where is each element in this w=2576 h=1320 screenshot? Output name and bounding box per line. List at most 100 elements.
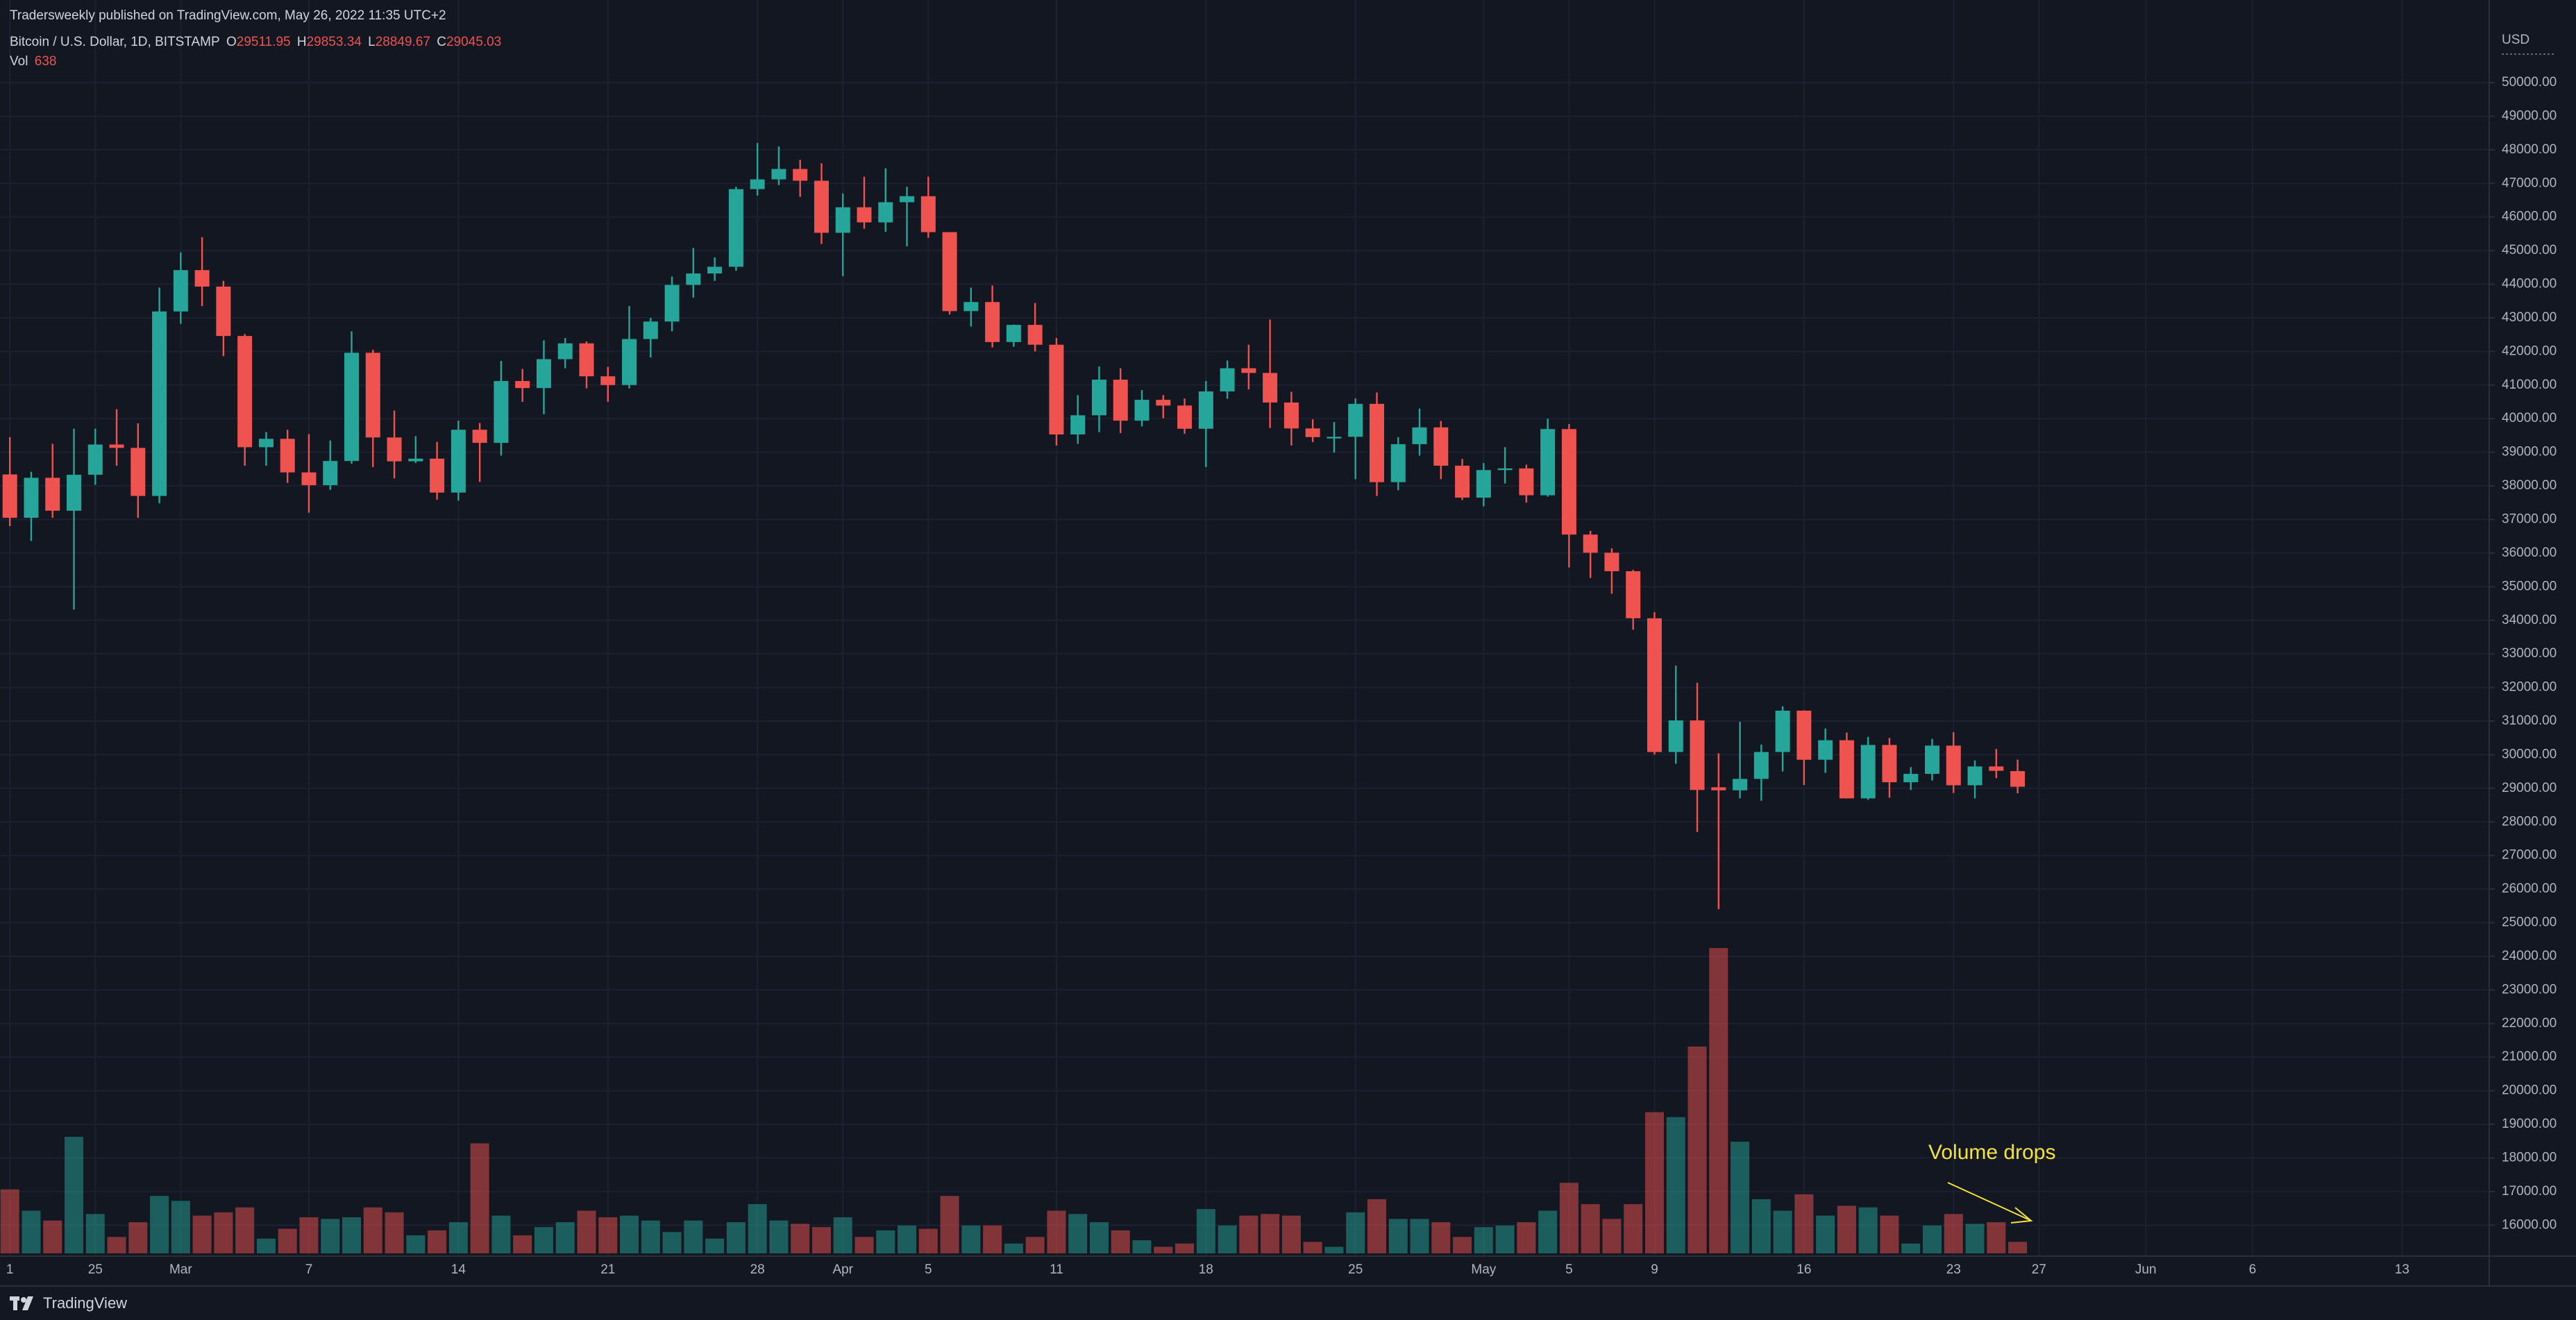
volume-bar — [791, 1224, 810, 1253]
x-tick-label: May — [1471, 1262, 1496, 1277]
candle-body — [515, 380, 530, 389]
y-tick-label: 45000.00 — [2502, 243, 2557, 257]
volume-bar — [1303, 1242, 1322, 1253]
candle-body — [1283, 402, 1299, 429]
volume-bar — [918, 1228, 938, 1253]
low-value: 28849.67 — [375, 35, 430, 49]
candle-body — [2010, 771, 2026, 787]
volume-bar — [1261, 1214, 1280, 1253]
y-tick-label: 39000.00 — [2502, 445, 2557, 459]
x-tick-label: Jun — [2135, 1262, 2157, 1277]
volume-bar — [1923, 1225, 1942, 1253]
candle-body — [1134, 400, 1150, 421]
volume-bar — [940, 1196, 959, 1253]
volume-bar — [192, 1215, 212, 1253]
volume-bar — [620, 1215, 639, 1253]
candle-body — [1775, 711, 1790, 752]
candle-body — [1027, 325, 1043, 345]
candle-body — [643, 321, 658, 339]
candle-body — [109, 444, 124, 448]
volume-bar — [65, 1137, 84, 1253]
candle-body — [1327, 437, 1342, 439]
volume-bar — [1175, 1243, 1195, 1253]
candle-body — [942, 232, 957, 312]
x-tick-label: 14 — [451, 1262, 466, 1277]
close-value: 29045.03 — [446, 35, 502, 49]
volume-bar — [1239, 1215, 1258, 1253]
publish-text: Tradersweekly published on TradingView.c… — [10, 8, 446, 23]
price-axis: 16000.00 17000.00 18000.00 19000.00 20000.00… — [2489, 75, 2557, 1232]
volume-bar — [1324, 1246, 1344, 1253]
candle-body — [344, 353, 360, 462]
volume-bar — [1944, 1214, 1963, 1253]
candle-body — [1113, 380, 1128, 421]
candle-body — [878, 202, 893, 223]
volume-bar — [641, 1220, 660, 1253]
volume-bar — [1858, 1207, 1878, 1253]
volume-bar — [726, 1222, 746, 1253]
open-label: O — [226, 35, 237, 49]
y-tick-label: 48000.00 — [2502, 142, 2557, 157]
volume-bar — [1047, 1210, 1066, 1253]
y-tick-label: 32000.00 — [2502, 680, 2557, 695]
x-tick-label: 25 — [1348, 1262, 1363, 1277]
candle-body — [1006, 325, 1021, 342]
volume-bar — [1901, 1243, 1921, 1253]
footer: TradingView — [0, 1285, 2576, 1320]
x-tick-label: 27 — [2032, 1262, 2046, 1277]
candle-body — [387, 437, 402, 462]
volume-bar — [833, 1217, 852, 1253]
volume-bar — [1559, 1183, 1579, 1253]
volume-bar — [898, 1225, 917, 1253]
candle-body — [857, 207, 872, 223]
candle-body — [1497, 468, 1513, 471]
volume-bar — [214, 1212, 233, 1253]
volume-bar — [1388, 1219, 1408, 1253]
candle-body — [1519, 468, 1534, 496]
volume-bar — [1816, 1215, 1835, 1253]
currency-label: USD — [2502, 33, 2529, 47]
candle-body — [1390, 444, 1406, 482]
volume-bar — [1666, 1117, 1685, 1253]
y-tick-label: 30000.00 — [2502, 747, 2557, 761]
volume-bar — [1837, 1205, 1856, 1253]
annotation-arrowhead — [2010, 1207, 2033, 1224]
candle-body — [835, 207, 850, 233]
candle-body — [1796, 711, 1812, 760]
volume-bar — [1281, 1215, 1301, 1253]
open-value: 29511.95 — [236, 35, 291, 49]
candle-body — [1647, 618, 1662, 752]
volume-bar — [1709, 948, 1728, 1253]
candle-body — [707, 266, 723, 274]
y-tick-label: 50000.00 — [2502, 75, 2557, 90]
volume-bar — [448, 1222, 468, 1253]
symbol: Bitcoin / U.S. Dollar, 1D, BITSTAMP — [10, 35, 220, 49]
candle-body — [45, 477, 60, 511]
candle-body — [1903, 774, 1919, 783]
volume-bar — [1687, 1046, 1707, 1253]
volume-bar — [1346, 1212, 1365, 1253]
candle-body — [216, 286, 231, 337]
y-tick-label: 35000.00 — [2502, 579, 2557, 593]
candle-body — [1860, 745, 1876, 799]
volume-bar — [598, 1217, 618, 1253]
candle-body — [664, 285, 680, 322]
candle-body — [2, 474, 17, 518]
volume-bar — [555, 1222, 575, 1253]
candle-body — [1753, 752, 1769, 779]
candle-body — [1711, 787, 1726, 790]
candle-body — [87, 444, 103, 475]
x-tick-label: 6 — [2249, 1262, 2257, 1277]
candle-body — [1198, 391, 1213, 429]
volume-bar — [769, 1220, 789, 1253]
candle-body — [1241, 368, 1256, 373]
y-tick-label: 40000.00 — [2502, 411, 2557, 425]
volume-bar — [299, 1217, 319, 1253]
candle-body — [1305, 428, 1320, 437]
logo — [10, 1296, 33, 1310]
volume-bar — [1111, 1230, 1130, 1253]
candle-body — [301, 472, 317, 486]
volume-bar — [1367, 1199, 1386, 1253]
x-tick-label: 23 — [1946, 1262, 1961, 1277]
low-label: L — [368, 35, 376, 49]
